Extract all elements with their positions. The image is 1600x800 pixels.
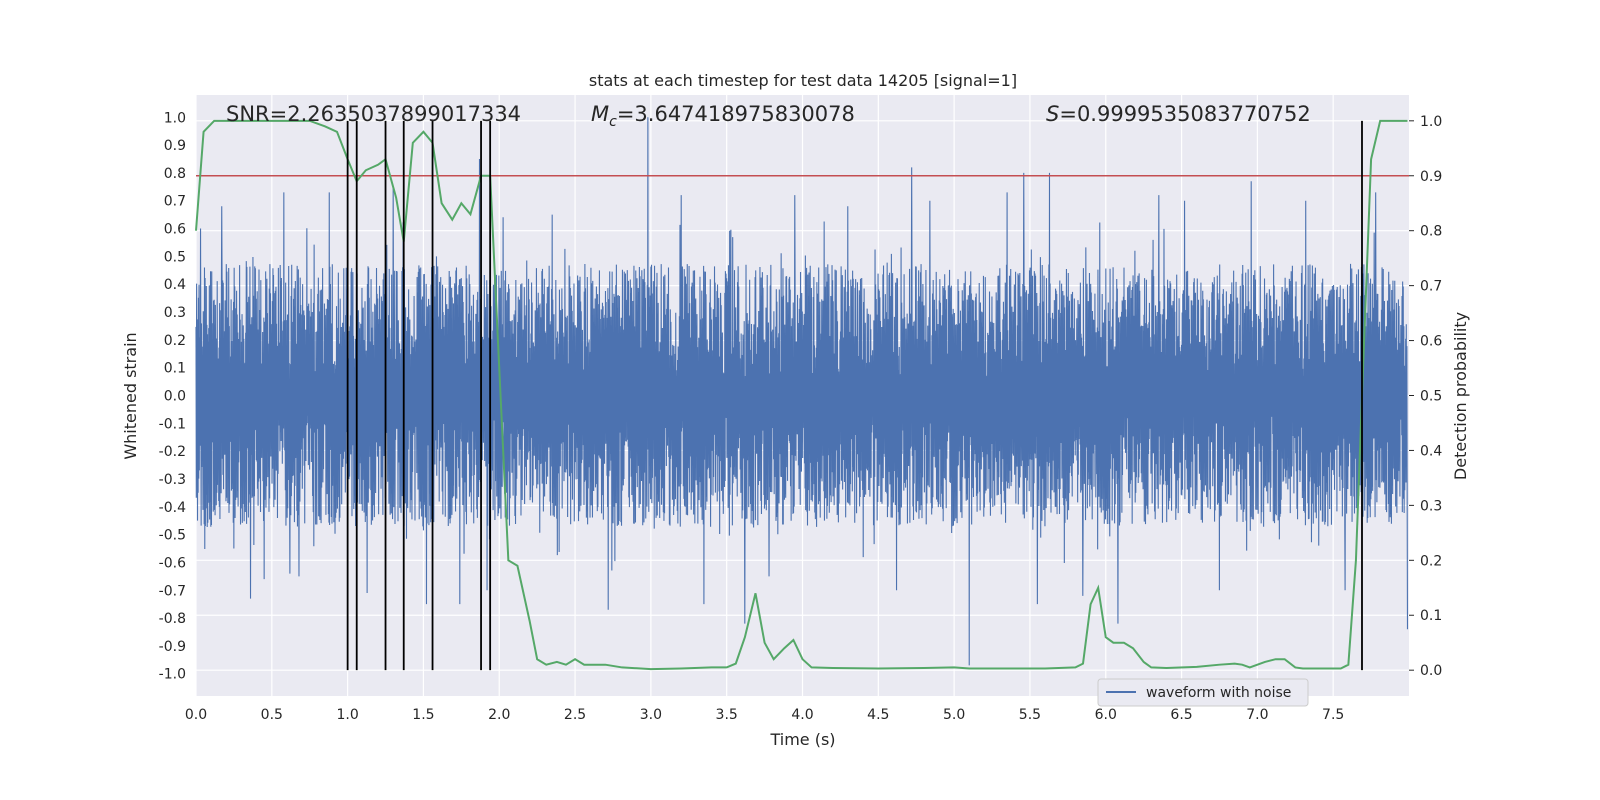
y-tick-label: 1.0 bbox=[164, 110, 186, 126]
chirp-mass-subscript: c bbox=[609, 114, 617, 130]
y2-tick-label: 0.6 bbox=[1420, 334, 1442, 350]
legend-label: waveform with noise bbox=[1146, 685, 1291, 701]
chirp-mass-symbol: M bbox=[591, 102, 609, 126]
strain-series bbox=[195, 117, 1409, 666]
legend-box bbox=[1097, 678, 1309, 707]
x-tick-label: 1.0 bbox=[336, 707, 358, 723]
snr-annotation: SNR=2.2635037899017334 bbox=[226, 102, 521, 126]
chirp-mass-annotation: Mc=3.647418975830078 bbox=[591, 102, 855, 130]
x-tick-label: 3.5 bbox=[716, 707, 738, 723]
x-tick-labels: 0.0 0.5 1.0 1.5 2.0 2.5 3.0 3.5 4.0 4.5 5.0 5.5 6.0 6… bbox=[185, 707, 1344, 723]
legend: waveform with noise bbox=[1097, 678, 1309, 707]
y2-tick-label: 0.0 bbox=[1420, 663, 1442, 679]
y-tick-label: 0.8 bbox=[164, 166, 186, 182]
y-tick-label: -0.1 bbox=[159, 416, 186, 432]
x-axis-label: Time (s) bbox=[769, 730, 835, 749]
y-axis-label: Whitened strain bbox=[121, 332, 140, 459]
y2-tick-label: 0.3 bbox=[1420, 498, 1442, 514]
score-value: =0.9999535083770752 bbox=[1059, 102, 1310, 126]
y-tick-label: -0.2 bbox=[159, 444, 186, 460]
y2-tick-label: 0.7 bbox=[1420, 279, 1442, 295]
x-tick-label: 6.5 bbox=[1170, 707, 1192, 723]
y-tick-label: 0.0 bbox=[164, 389, 186, 405]
y-tick-label: -0.6 bbox=[159, 555, 186, 571]
y-tick-labels: 1.0 0.9 0.8 0.7 0.6 0.5 0.4 0.3 0.2 0.1 0.0 -0.1 -0.… bbox=[159, 110, 186, 682]
x-tick-label: 6.0 bbox=[1095, 707, 1117, 723]
y-tick-label: -0.7 bbox=[159, 583, 186, 599]
y-tick-label: 0.6 bbox=[164, 222, 186, 238]
x-tick-label: 0.0 bbox=[185, 707, 207, 723]
x-tick-label: 7.5 bbox=[1322, 707, 1344, 723]
y2-tick-label: 0.1 bbox=[1420, 608, 1442, 624]
y-tick-label: 0.4 bbox=[164, 277, 186, 293]
y-tick-label: 0.7 bbox=[164, 194, 186, 210]
y2-tick-label: 1.0 bbox=[1420, 114, 1442, 130]
y2-tick-label: 0.8 bbox=[1420, 224, 1442, 240]
vertical-lines bbox=[346, 120, 1363, 671]
x-tick-label: 4.0 bbox=[791, 707, 813, 723]
y-tick-label: -0.8 bbox=[159, 611, 186, 627]
y2-tick-labels: 1.0 0.9 0.8 0.7 0.6 0.5 0.4 0.3 0.2 0.1 0.0 bbox=[1409, 114, 1442, 679]
x-tick-label: 3.0 bbox=[640, 707, 662, 723]
strain-line bbox=[195, 117, 1409, 666]
x-tick-label: 0.5 bbox=[261, 707, 283, 723]
y2-tick-label: 0.2 bbox=[1420, 553, 1442, 569]
x-tick-label: 5.0 bbox=[943, 707, 965, 723]
chart-title: stats at each timestep for test data 142… bbox=[589, 71, 1017, 90]
x-tick-label: 2.5 bbox=[564, 707, 586, 723]
y-tick-label: 0.1 bbox=[164, 361, 186, 377]
y-tick-label: 0.3 bbox=[164, 305, 186, 321]
x-tick-label: 2.0 bbox=[488, 707, 510, 723]
x-tick-label: 5.5 bbox=[1019, 707, 1041, 723]
score-annotation: S=0.9999535083770752 bbox=[1046, 102, 1311, 126]
y2-axis-label: Detection probability bbox=[1451, 312, 1470, 480]
y-tick-label: -0.3 bbox=[159, 472, 186, 488]
y2-tick-label: 0.4 bbox=[1420, 443, 1442, 459]
y-tick-label: 0.9 bbox=[164, 138, 186, 154]
y2-tick-label: 0.5 bbox=[1420, 389, 1442, 405]
x-tick-label: 7.0 bbox=[1246, 707, 1268, 723]
y-tick-label: -1.0 bbox=[159, 667, 186, 683]
y-tick-label: 0.5 bbox=[164, 249, 186, 265]
y-tick-label: 0.2 bbox=[164, 333, 186, 349]
x-tick-label: 1.5 bbox=[412, 707, 434, 723]
chirp-mass-value: =3.647418975830078 bbox=[617, 102, 855, 126]
y-tick-label: -0.5 bbox=[159, 528, 186, 544]
y-tick-label: -0.4 bbox=[159, 500, 186, 516]
y2-tick-label: 0.9 bbox=[1420, 169, 1442, 185]
x-tick-label: 4.5 bbox=[867, 707, 889, 723]
score-symbol: S bbox=[1046, 102, 1059, 126]
y-tick-label: -0.9 bbox=[159, 639, 186, 655]
